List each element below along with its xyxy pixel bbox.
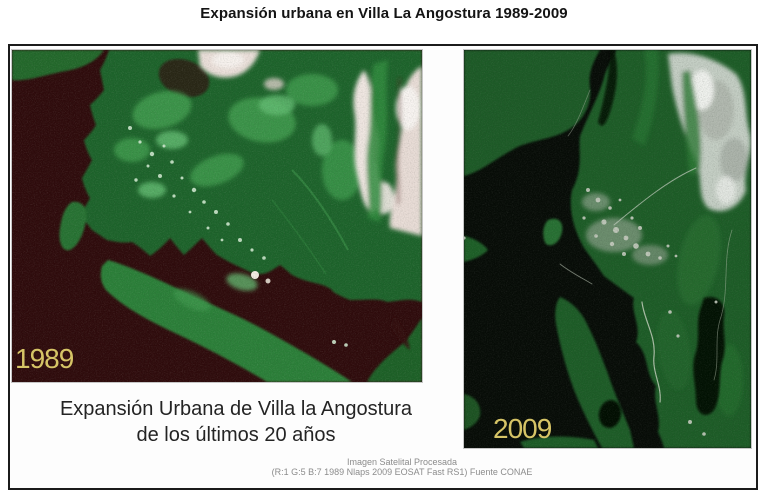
left-caption-line1: Expansión Urbana de Villa la Angostura [59, 398, 413, 420]
source-caption-line2: (R:1 G:5 B:7 1989 Nlaps 2009 EOSAT Fast … [271, 467, 533, 477]
year-label-2009: 2009 [493, 413, 552, 444]
year-label-1989: 1989 [15, 343, 74, 374]
source-caption-line1: Imagen Satelital Procesada [346, 457, 458, 467]
satellite-2009-graphic [464, 50, 751, 448]
satellite-image-1989: 1989 [11, 49, 423, 383]
satellite-image-2009: 2009 [463, 49, 752, 449]
source-caption: Imagen Satelital Procesada (R:1 G:5 B:7 … [102, 457, 702, 477]
figure-frame: 1989 [8, 44, 758, 490]
left-image-caption: Expansión Urbana de Villa la Angostura d… [20, 396, 452, 448]
satellite-1989-graphic [12, 50, 422, 382]
page-title: Expansión urbana en Villa La Angostura 1… [200, 5, 568, 22]
left-caption-line2: de los últimos 20 años [136, 424, 336, 446]
